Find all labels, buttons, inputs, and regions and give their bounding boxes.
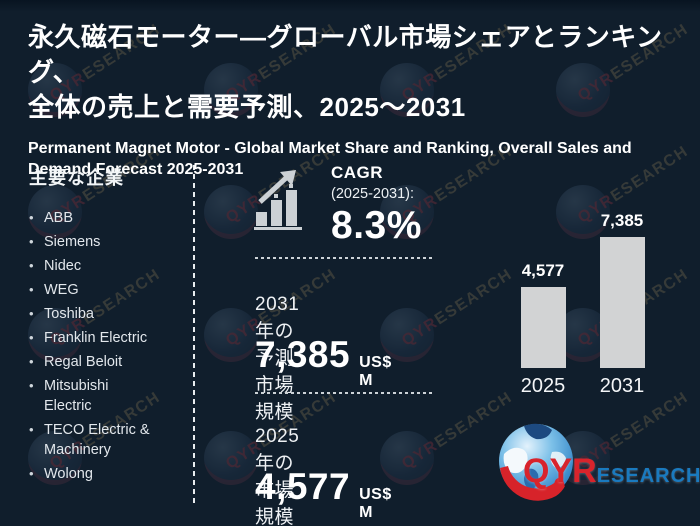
horizontal-dashed-divider xyxy=(255,392,433,394)
watermark: QYRESEARCH xyxy=(204,143,374,245)
company-name: Nidec xyxy=(44,258,82,274)
company-item: • Wolong xyxy=(29,464,194,484)
company-item: • WEG xyxy=(29,280,194,300)
market-2025-label: 2025年の市場規模 xyxy=(255,426,300,526)
company-item: • Toshiba xyxy=(29,304,194,324)
company-item: • Nidec xyxy=(29,256,194,276)
company-name: Mitsubishi Electric xyxy=(44,378,109,414)
forecast-2031-value-row: 7,385 US$ M xyxy=(255,334,392,390)
watermark-globe-icon xyxy=(28,185,82,239)
bar-value-label: 4,577 xyxy=(521,261,565,280)
forecast-2031-unit: US$ M xyxy=(359,354,392,389)
watermark-text: QYRESEARCH xyxy=(399,266,516,351)
bullet-icon: • xyxy=(29,258,34,273)
watermark: QYRESEARCH xyxy=(380,21,550,123)
header: 永久磁石モーター—グローバル市場シェアとランキング、 全体の売上と需要予測、20… xyxy=(28,20,700,180)
watermark: QYRESEARCH xyxy=(204,389,374,491)
watermark: QYRESEARCH xyxy=(28,143,198,245)
sidebar-key-companies: 主要な企業 • ABB • Siemens • Nidec • WEG • Toshiba • Fra… xyxy=(29,164,194,488)
company-name: ABB xyxy=(44,210,74,226)
vertical-dashed-divider xyxy=(193,165,195,505)
company-name: WEG xyxy=(44,282,79,298)
watermark-globe-icon xyxy=(556,63,610,117)
watermark: QYRESEARCH xyxy=(28,266,198,368)
page-title: 永久磁石モーター—グローバル市場シェアとランキング、 全体の売上と需要予測、20… xyxy=(28,22,663,122)
logo-wordmark: QYR ESEARCH xyxy=(523,452,700,491)
horizontal-dashed-divider xyxy=(255,257,433,259)
bar-category-label: 2031 xyxy=(599,375,645,397)
bullet-icon: • xyxy=(29,378,34,393)
watermark: QYRESEARCH xyxy=(380,143,550,245)
company-name: Toshiba xyxy=(44,306,94,322)
qyresearch-logo: QYR ESEARCH xyxy=(496,422,700,506)
page-subtitle: Permanent Magnet Motor - Global Market S… xyxy=(28,140,632,178)
cagr-value: 8.3% xyxy=(331,204,422,247)
cagr-period: (2025-2031): xyxy=(331,186,415,202)
watermark: QYRESEARCH xyxy=(28,389,198,491)
company-item: • ABB xyxy=(29,208,194,228)
market-2025-unit: US$ M xyxy=(359,486,392,521)
bar-group-2031: 7,385 2031 xyxy=(582,211,662,398)
company-name: TECO Electric & Machinery xyxy=(44,422,150,458)
bullet-icon: • xyxy=(29,306,34,321)
market-2025-value: 4,577 xyxy=(255,466,351,507)
bar-category-label: 2025 xyxy=(520,375,566,397)
watermark-globe-icon xyxy=(556,185,610,239)
watermark-globe-icon xyxy=(28,63,82,117)
globe-icon xyxy=(499,423,573,501)
cagr-label: CAGR xyxy=(331,163,384,182)
company-item: • Franklin Electric xyxy=(29,328,194,348)
cagr-block: CAGR (2025-2031): 8.3% xyxy=(331,163,422,248)
watermark-globe-icon xyxy=(204,431,258,485)
bullet-icon: • xyxy=(29,210,34,225)
watermark-globe-icon xyxy=(380,63,434,117)
bullet-icon: • xyxy=(29,234,34,249)
watermark-globe-icon xyxy=(204,308,258,362)
watermark: QYRESEARCH xyxy=(556,143,700,245)
company-list: • ABB • Siemens • Nidec • WEG • Toshiba • Franklin … xyxy=(29,208,194,484)
bar xyxy=(520,287,566,368)
sidebar-heading: 主要な企業 xyxy=(29,168,124,188)
logo-text-qyr: QYR xyxy=(523,452,597,490)
bar xyxy=(599,237,645,368)
company-item: • Mitsubishi Electric xyxy=(29,376,194,416)
market-2025-value-row: 4,577 US$ M xyxy=(255,466,392,522)
watermark-globe-icon xyxy=(380,308,434,362)
bullet-icon: • xyxy=(29,466,34,481)
watermark: QYRESEARCH xyxy=(380,389,550,491)
watermark-globe-icon xyxy=(380,185,434,239)
watermark-globe-icon xyxy=(204,63,258,117)
company-name: Franklin Electric xyxy=(44,330,148,346)
watermark: QYRESEARCH xyxy=(204,266,374,368)
forecast-2031-label: 2031年の予測市場規模 xyxy=(255,294,300,423)
watermark-globe-icon xyxy=(380,431,434,485)
watermark-globe-icon xyxy=(204,185,258,239)
watermark: QYRESEARCH xyxy=(380,266,550,368)
company-item: • Regal Beloit xyxy=(29,352,194,372)
logo-text-esearch: ESEARCH xyxy=(596,465,700,487)
company-item: • TECO Electric & Machinery xyxy=(29,420,194,460)
company-name: Siemens xyxy=(44,234,101,250)
bar-value-label: 7,385 xyxy=(600,211,644,230)
growth-bars-arrow-icon xyxy=(254,170,302,230)
bullet-icon: • xyxy=(29,422,34,437)
watermark-globe-icon xyxy=(28,431,82,485)
watermark: QYRESEARCH xyxy=(204,21,374,123)
watermark: QYRESEARCH xyxy=(556,21,700,123)
company-name: Regal Beloit xyxy=(44,354,123,370)
forecast-2031-value: 7,385 xyxy=(255,334,351,375)
company-item: • Siemens xyxy=(29,232,194,252)
watermark-globe-icon xyxy=(28,308,82,362)
bullet-icon: • xyxy=(29,354,34,369)
company-name: Wolong xyxy=(44,466,93,482)
watermark: QYRESEARCH xyxy=(28,21,198,123)
bullet-icon: • xyxy=(29,282,34,297)
bullet-icon: • xyxy=(29,330,34,345)
bar-group-2025: 4,577 2025 xyxy=(503,261,583,398)
